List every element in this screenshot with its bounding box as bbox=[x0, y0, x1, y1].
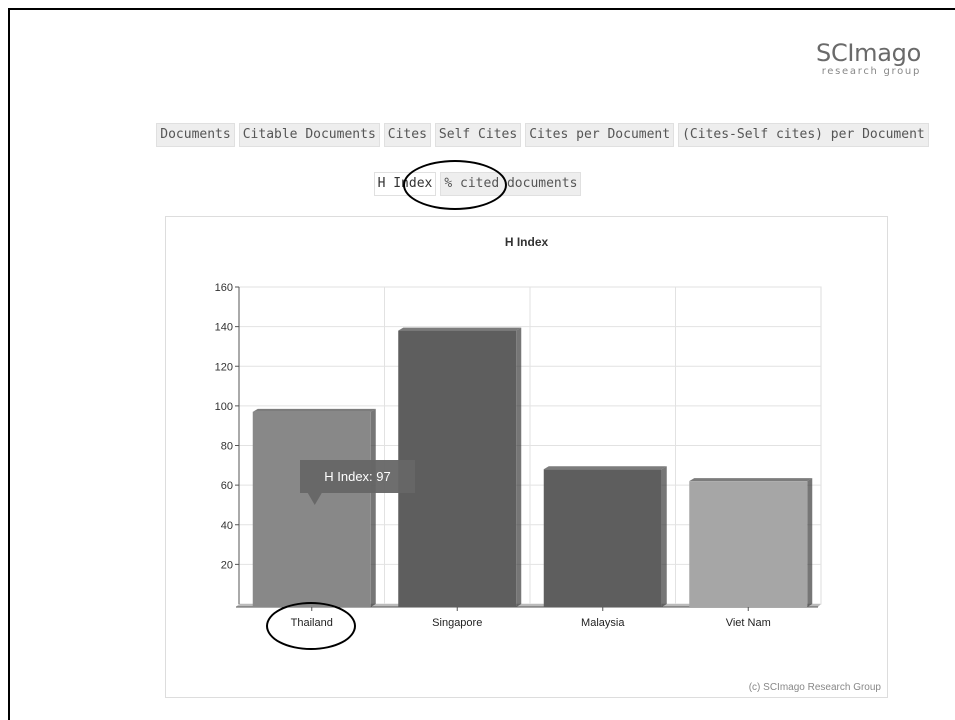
bar bbox=[398, 330, 517, 607]
bar-top bbox=[543, 466, 667, 470]
x-tick-label: Viet Nam bbox=[726, 617, 771, 629]
tab-cited-documents-percent[interactable]: % cited documents bbox=[440, 172, 582, 196]
y-tick-label: 160 bbox=[215, 282, 233, 294]
tooltip-box bbox=[300, 460, 415, 493]
chart-title: H Index bbox=[504, 235, 549, 249]
y-tick-label: 40 bbox=[221, 520, 233, 532]
chart-container: H Index 20 40 60 80 100 120 140 160 Thailand Sing… bbox=[165, 216, 888, 698]
indicator-tabs-row-2: H Index % cited documents bbox=[0, 172, 955, 196]
y-tick-label: 60 bbox=[221, 480, 233, 492]
tab-cites-minus-self-cites-per-document[interactable]: (Cites-Self cites) per Document bbox=[678, 123, 929, 147]
x-tick-label: Singapore bbox=[432, 617, 482, 629]
tab-cites[interactable]: Cites bbox=[383, 123, 431, 147]
bar-side bbox=[807, 478, 813, 607]
bar-side bbox=[661, 466, 667, 607]
copyright-credit: (c) SCImago Research Group bbox=[748, 682, 881, 693]
y-tick-label: 140 bbox=[215, 322, 233, 334]
indicator-tabs-row-1: Documents Citable Documents Cites Self C… bbox=[65, 123, 955, 147]
bar-chart: 20 40 60 80 100 120 140 160 Thailand Singapore Mal… bbox=[215, 282, 822, 629]
bar-side bbox=[516, 327, 522, 607]
y-tick-label: 80 bbox=[221, 441, 233, 453]
tab-citable-documents[interactable]: Citable Documents bbox=[238, 123, 380, 147]
tab-cites-per-document[interactable]: Cites per Document bbox=[525, 123, 675, 147]
y-tick-label: 20 bbox=[221, 559, 233, 571]
x-tick-label: Malaysia bbox=[581, 617, 625, 629]
tooltip-text: H Index: 97 bbox=[324, 469, 391, 484]
chart-floor bbox=[236, 604, 821, 607]
tab-documents[interactable]: Documents bbox=[156, 123, 235, 147]
bar-top bbox=[398, 327, 522, 331]
bar bbox=[689, 481, 808, 607]
bar-top bbox=[689, 478, 813, 482]
logo-subtitle: research group bbox=[821, 66, 921, 77]
slide-frame bbox=[8, 8, 955, 720]
logo-title: SCImago bbox=[816, 39, 921, 67]
bar bbox=[543, 469, 662, 607]
tab-h-index[interactable]: H Index bbox=[373, 172, 437, 196]
y-tick-label: 100 bbox=[215, 401, 233, 413]
scimago-logo[interactable]: SCImago research group bbox=[816, 40, 921, 77]
y-tick-label: 120 bbox=[215, 361, 233, 373]
tab-self-cites[interactable]: Self Cites bbox=[434, 123, 522, 147]
bar-side bbox=[370, 408, 376, 607]
tooltip-pointer bbox=[307, 493, 322, 505]
bar-top bbox=[252, 408, 376, 412]
bar bbox=[252, 411, 371, 607]
x-tick-label: Thailand bbox=[291, 617, 333, 629]
